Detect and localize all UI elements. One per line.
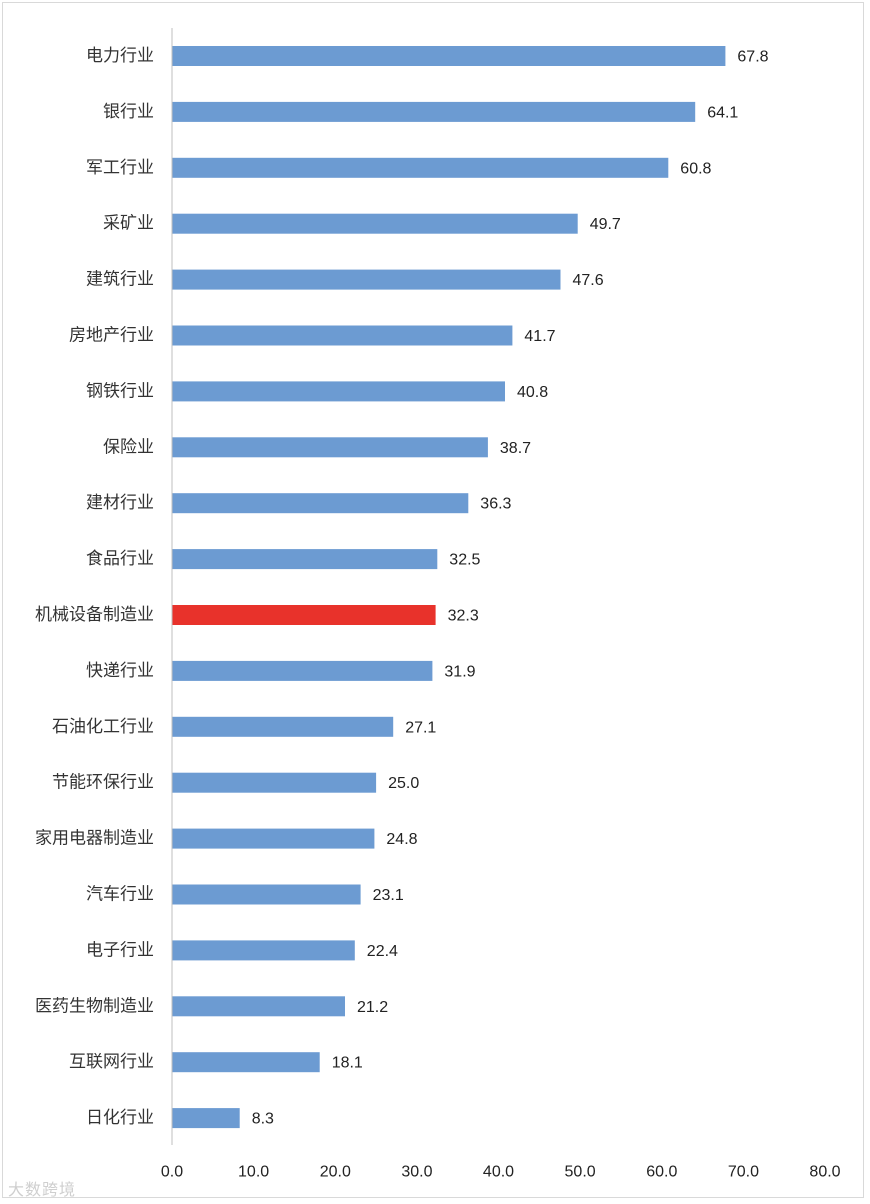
category-label: 电力行业 [86, 46, 154, 66]
bar-12 [172, 660, 433, 681]
category-label: 军工行业 [86, 158, 154, 178]
category-label: 建筑行业 [86, 270, 154, 290]
bar-18 [172, 996, 345, 1017]
value-label: 38.7 [500, 440, 531, 457]
value-label: 24.8 [386, 831, 417, 848]
category-label: 节能环保行业 [52, 773, 154, 793]
bar-4 [172, 213, 578, 234]
value-label: 22.4 [367, 943, 398, 960]
category-label: 银行业 [103, 102, 154, 122]
x-tick-label: 0.0 [161, 1164, 183, 1181]
value-label: 41.7 [524, 328, 555, 345]
value-label: 47.6 [573, 272, 604, 289]
bar-17 [172, 940, 355, 961]
bar-10 [172, 549, 438, 570]
category-label: 房地产行业 [69, 326, 154, 346]
category-label: 机械设备制造业 [35, 605, 154, 625]
value-label: 21.2 [357, 999, 388, 1016]
value-label: 67.8 [737, 49, 768, 66]
category-label: 家用电器制造业 [35, 829, 154, 849]
bar-8 [172, 437, 488, 458]
bar-7 [172, 381, 505, 402]
bar-11 [172, 605, 436, 625]
bar-2 [172, 101, 696, 122]
value-label: 40.8 [517, 384, 548, 401]
x-tick-label: 20.0 [320, 1164, 351, 1181]
category-label: 快递行业 [86, 661, 154, 681]
bar-19 [172, 1052, 320, 1073]
x-tick-label: 50.0 [565, 1164, 596, 1181]
category-label: 保险业 [103, 437, 154, 457]
value-label: 25.0 [388, 775, 419, 792]
value-label: 36.3 [480, 496, 511, 513]
category-label: 医药生物制造业 [35, 996, 154, 1016]
category-label: 采矿业 [103, 214, 154, 234]
x-tick-label: 60.0 [646, 1164, 677, 1181]
bar-20 [172, 1108, 240, 1129]
value-label: 31.9 [444, 663, 475, 680]
value-label: 32.3 [448, 608, 479, 625]
value-label: 23.1 [373, 887, 404, 904]
category-label: 汽车行业 [86, 885, 154, 905]
bar-1 [172, 46, 726, 66]
value-label: 32.5 [449, 552, 480, 569]
value-label: 64.1 [707, 104, 738, 121]
x-tick-label: 80.0 [809, 1164, 840, 1181]
bar-13 [172, 716, 394, 737]
bar-5 [172, 269, 561, 290]
bar-6 [172, 325, 513, 346]
bar-15 [172, 828, 375, 849]
bar-9 [172, 493, 469, 514]
value-label: 8.3 [252, 1111, 274, 1128]
value-label: 27.1 [405, 719, 436, 736]
value-label: 18.1 [332, 1055, 363, 1072]
bar-14 [172, 772, 377, 793]
x-tick-label: 40.0 [483, 1164, 514, 1181]
category-label: 互联网行业 [69, 1052, 154, 1072]
watermark-text: 大数跨境 [8, 1180, 77, 1199]
category-label: 钢铁行业 [86, 381, 154, 401]
bar-3 [172, 157, 669, 178]
value-label: 49.7 [590, 216, 621, 233]
bar-16 [172, 884, 361, 905]
x-tick-label: 10.0 [238, 1164, 269, 1181]
category-label: 建材行业 [86, 493, 154, 513]
value-label: 60.8 [680, 160, 711, 177]
category-label: 日化行业 [86, 1108, 154, 1128]
x-tick-label: 30.0 [401, 1164, 432, 1181]
category-label: 石油化工行业 [52, 717, 154, 737]
category-label: 电子行业 [86, 940, 154, 960]
x-tick-label: 70.0 [728, 1164, 759, 1181]
category-label: 食品行业 [86, 549, 154, 569]
